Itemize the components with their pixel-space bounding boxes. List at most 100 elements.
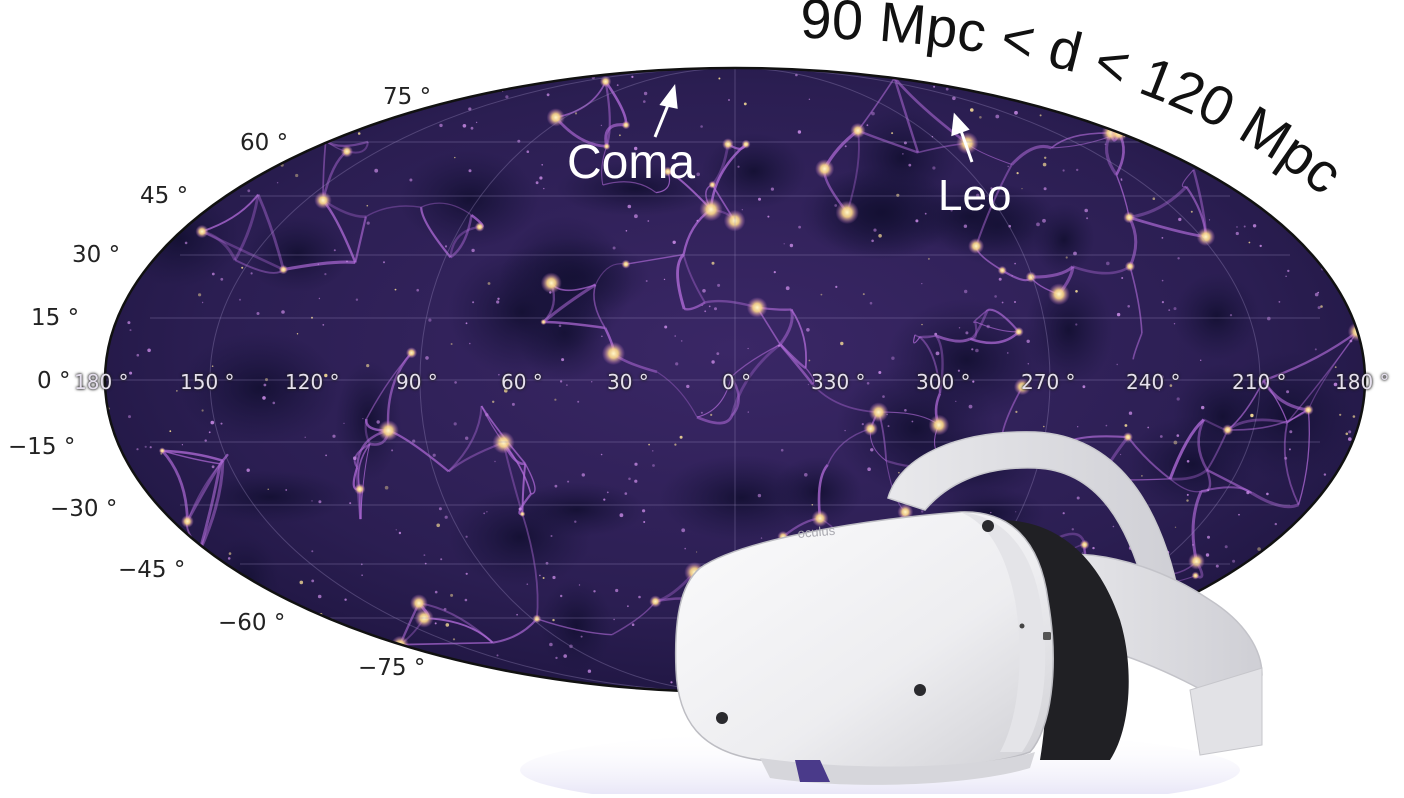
- galaxy-speck: [1014, 262, 1016, 265]
- galaxy-speck: [911, 420, 914, 423]
- galaxy-speck: [483, 512, 486, 515]
- void-region: [539, 579, 613, 673]
- bottom-edge: [760, 752, 1035, 785]
- galaxy-speck: [566, 384, 568, 386]
- galaxy-speck: [128, 415, 131, 419]
- galaxy-speck: [747, 347, 749, 350]
- galaxy-speck: [767, 215, 770, 218]
- galaxy-speck: [844, 429, 846, 432]
- galaxy-speck: [181, 444, 183, 446]
- galaxy-speck: [935, 351, 940, 356]
- galaxy-speck: [470, 126, 474, 130]
- galaxy-speck: [1248, 241, 1251, 244]
- filament: [283, 260, 356, 272]
- cluster-node: [699, 197, 723, 222]
- galaxy-speck: [681, 528, 686, 533]
- galaxy-speck: [1076, 168, 1079, 172]
- galaxy-speck: [1259, 376, 1263, 380]
- cluster-node: [195, 224, 209, 239]
- galaxy-speck: [569, 644, 573, 649]
- lon-label-60: 60 °: [501, 370, 543, 394]
- filament: [604, 81, 611, 147]
- galaxy-speck: [1043, 187, 1047, 191]
- galaxy-speck: [1082, 385, 1086, 389]
- galaxy-speck: [496, 654, 499, 657]
- filament: [536, 618, 612, 636]
- galaxy-speck: [295, 173, 299, 178]
- galaxy-speck: [201, 301, 204, 304]
- cluster-node: [410, 594, 428, 612]
- galaxy-speck: [1259, 244, 1262, 248]
- galaxy-speck: [438, 507, 442, 511]
- galaxy-speck: [1042, 218, 1046, 223]
- galaxy-speck: [357, 132, 361, 135]
- galaxy-speck: [624, 492, 628, 495]
- galaxy-speck: [210, 420, 215, 425]
- galaxy-speck: [394, 288, 397, 291]
- galaxy-speck: [542, 577, 545, 579]
- cluster-node: [621, 120, 631, 130]
- void-region: [178, 332, 341, 445]
- galaxy-speck: [1026, 339, 1030, 343]
- galaxy-speck: [577, 400, 580, 403]
- filament: [524, 463, 536, 495]
- galaxy-speck: [465, 322, 468, 325]
- galaxy-speck: [1334, 366, 1337, 368]
- galaxy-speck: [710, 413, 713, 416]
- filament: [935, 334, 971, 343]
- galaxy-speck: [1348, 430, 1352, 434]
- galaxy-speck: [1158, 389, 1161, 391]
- galaxy-speck: [684, 547, 686, 550]
- galaxy-speck: [211, 365, 214, 368]
- filament: [1010, 144, 1052, 166]
- galaxy-speck: [211, 272, 215, 276]
- galaxy-speck: [1314, 348, 1317, 351]
- galaxy-speck: [1011, 275, 1013, 277]
- galaxy-speck: [643, 521, 646, 523]
- galaxy-speck: [927, 257, 930, 260]
- galaxy-speck: [349, 502, 352, 505]
- galaxy-speck: [462, 124, 467, 128]
- cluster-node: [815, 159, 835, 179]
- galaxy-speck: [593, 590, 596, 593]
- galaxy-speck: [267, 488, 269, 490]
- galaxy-speck: [149, 446, 152, 449]
- galaxy-speck: [265, 378, 268, 382]
- void-region: [399, 150, 540, 249]
- galaxy-speck: [921, 323, 923, 326]
- galaxy-speck: [516, 613, 518, 616]
- galaxy-speck: [492, 400, 495, 403]
- galaxy-speck: [587, 669, 592, 673]
- galaxy-speck: [680, 340, 683, 342]
- galaxy-speck: [454, 381, 457, 384]
- galaxy-speck: [1320, 305, 1323, 308]
- cluster-node: [621, 259, 631, 269]
- side-panel: [960, 512, 1046, 752]
- galaxy-speck: [866, 382, 870, 385]
- galaxy-speck: [679, 435, 683, 439]
- lon-label-330: 330 °: [811, 370, 866, 394]
- galaxy-speck: [281, 310, 285, 314]
- filament: [1168, 418, 1205, 480]
- galaxy-speck: [546, 93, 550, 97]
- galaxy-speck: [950, 209, 953, 212]
- galaxy-speck: [1161, 237, 1164, 239]
- galaxy-speck: [714, 307, 717, 311]
- galaxy-speck: [871, 111, 875, 116]
- galaxy-speck: [1071, 528, 1075, 531]
- galaxy-speck: [1232, 559, 1236, 563]
- filament: [1132, 332, 1143, 360]
- galaxy-speck: [979, 116, 982, 119]
- galaxy-speck: [129, 329, 132, 332]
- galaxy-speck: [674, 335, 676, 337]
- filament: [935, 335, 944, 394]
- galaxy-speck: [416, 288, 420, 292]
- cluster-node: [354, 483, 366, 495]
- cluster-node: [1191, 571, 1200, 580]
- galaxy-speck: [1352, 415, 1356, 418]
- galaxy-speck: [262, 396, 266, 400]
- galaxy-speck: [550, 535, 553, 537]
- galaxy-speck: [770, 187, 775, 191]
- galaxy-speck: [758, 197, 761, 201]
